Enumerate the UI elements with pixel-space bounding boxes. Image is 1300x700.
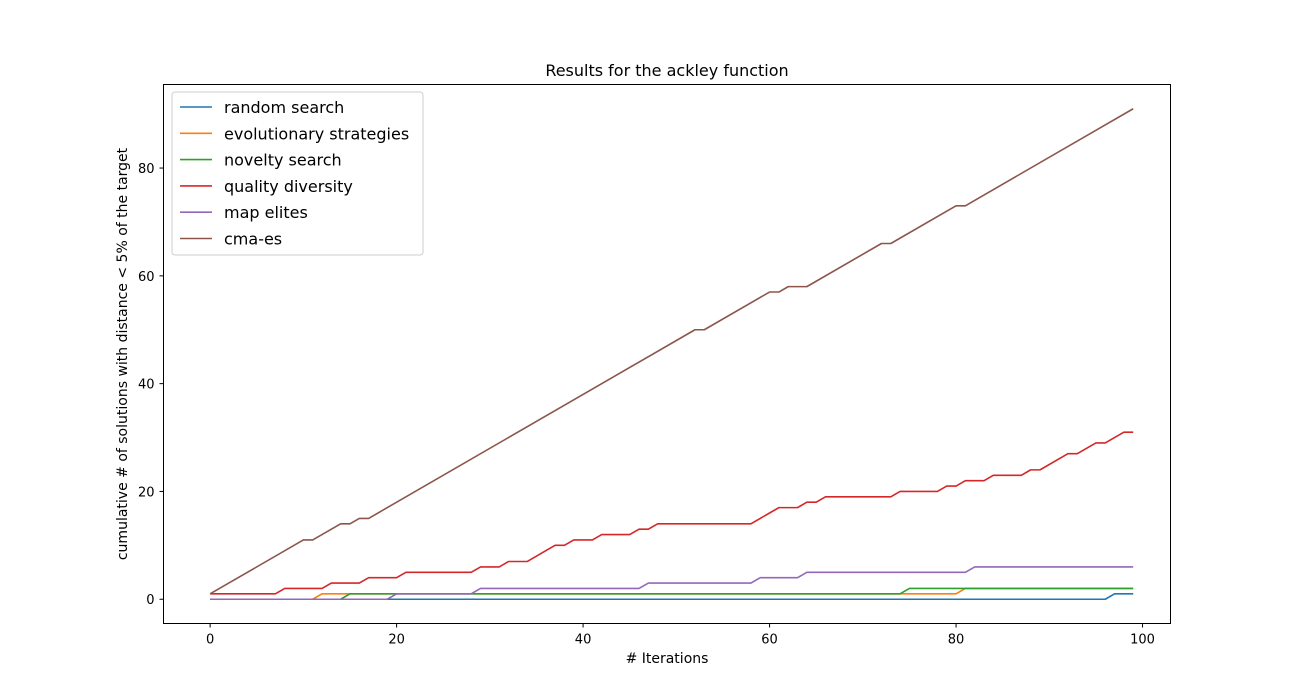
legend-label-evolutionary-strategies: evolutionary strategies <box>224 124 409 143</box>
y-tick-label: 60 <box>138 270 155 285</box>
y-tick-label: 80 <box>138 162 155 177</box>
plot-area <box>163 84 1171 624</box>
x-tick-label: 20 <box>388 633 405 648</box>
legend-label-quality-diversity: quality diversity <box>224 177 353 196</box>
y-tick-label: 0 <box>146 593 154 608</box>
legend-frame <box>171 91 424 256</box>
series-line-evolutionary-strategies <box>210 587 1134 601</box>
x-tick-label: 100 <box>1130 633 1155 648</box>
x-tick-label: 60 <box>761 633 778 648</box>
y-axis: 0 20 40 60 80 <box>138 162 164 608</box>
y-axis-label: cumulative # of solutions with distance … <box>115 147 131 560</box>
legend-label-novelty-search: novelty search <box>224 151 342 170</box>
y-tick-label: 20 <box>138 485 155 500</box>
series-line-novelty-search <box>210 587 1134 601</box>
x-axis: 0 20 40 60 80 100 <box>206 623 1155 648</box>
x-tick-label: 80 <box>948 633 965 648</box>
series-line-map-elites <box>210 566 1134 601</box>
x-tick-label: 0 <box>206 633 214 648</box>
y-tick-label: 40 <box>138 378 155 393</box>
legend-label-cma-es: cma-es <box>224 230 282 249</box>
series-line-quality-diversity <box>210 431 1134 595</box>
series-line-cma-es <box>209 108 1134 595</box>
legend-label-map-elites: map elites <box>224 203 308 222</box>
series-lines <box>209 108 1134 601</box>
legend-label-random-search: random search <box>224 98 344 117</box>
series-line-random-search <box>210 593 1134 601</box>
legend: random search evolutionary strategies nove… <box>171 91 424 256</box>
x-tick-label: 40 <box>575 633 592 648</box>
chart-title: Results for the ackley function <box>545 61 788 80</box>
x-axis-label: # Iterations <box>626 651 709 667</box>
